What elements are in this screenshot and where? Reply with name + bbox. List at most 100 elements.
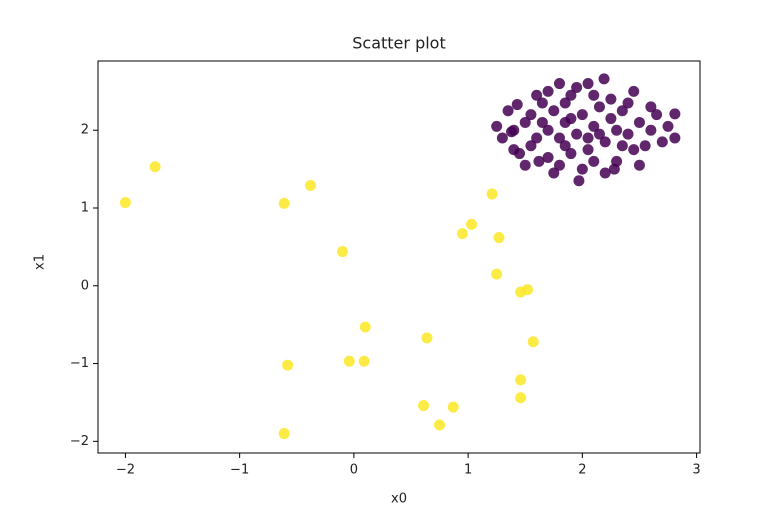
x-tick-label: 0: [350, 463, 358, 478]
point: [669, 132, 681, 144]
point: [593, 128, 605, 140]
point: [515, 392, 527, 404]
point: [149, 161, 161, 173]
x-tick-label: 3: [692, 463, 700, 478]
point: [576, 109, 588, 121]
point: [502, 105, 514, 117]
point: [418, 400, 430, 412]
point: [533, 155, 545, 167]
point: [542, 151, 554, 163]
y-tick-label: −2: [70, 434, 89, 449]
y-tick-label: 2: [81, 123, 89, 138]
point: [559, 140, 571, 152]
point: [605, 113, 617, 125]
point: [605, 93, 617, 105]
point: [669, 108, 681, 120]
point: [531, 132, 543, 144]
point: [593, 101, 605, 113]
point: [343, 355, 355, 367]
point: [553, 78, 565, 90]
point: [536, 116, 548, 128]
point: [588, 155, 600, 167]
point: [119, 197, 131, 209]
point: [508, 144, 520, 156]
chart-title: Scatter plot: [352, 34, 445, 53]
plot-frame: [97, 60, 701, 454]
point: [616, 140, 628, 152]
point: [599, 167, 611, 179]
point: [582, 132, 594, 144]
point: [542, 124, 554, 136]
point: [493, 232, 505, 244]
point: [525, 140, 537, 152]
point: [622, 97, 634, 109]
point: [282, 359, 294, 371]
point: [515, 374, 527, 386]
y-tick-label: −1: [70, 356, 89, 371]
point: [466, 218, 478, 230]
point: [447, 401, 459, 413]
point: [645, 124, 657, 136]
point: [304, 179, 316, 191]
point: [536, 97, 548, 109]
point: [548, 167, 560, 179]
point: [456, 228, 468, 240]
point: [651, 109, 663, 121]
point: [491, 120, 503, 132]
point: [599, 136, 611, 148]
point: [506, 126, 518, 138]
point: [588, 89, 600, 101]
point: [434, 419, 446, 431]
point: [559, 97, 571, 109]
point: [553, 132, 565, 144]
point: [639, 140, 651, 152]
point: [628, 144, 640, 156]
point: [522, 284, 534, 296]
point: [598, 73, 610, 85]
point: [662, 120, 674, 132]
point: [565, 148, 577, 160]
point: [491, 268, 503, 280]
point: [519, 159, 531, 171]
point: [576, 163, 588, 175]
point: [656, 136, 668, 148]
point: [645, 101, 657, 113]
x-tick-label: −1: [230, 463, 249, 478]
point: [616, 105, 628, 117]
point: [608, 163, 620, 175]
point: [553, 159, 565, 171]
point: [531, 89, 543, 101]
point: [573, 175, 585, 187]
point: [633, 116, 645, 128]
x-tick-label: 1: [464, 463, 472, 478]
point: [421, 332, 433, 344]
point: [358, 355, 370, 367]
point: [496, 132, 508, 144]
point: [633, 159, 645, 171]
point: [611, 124, 623, 136]
point: [527, 336, 539, 348]
point: [359, 321, 371, 333]
y-tick-label: 1: [81, 201, 89, 216]
y-axis-label: x1: [33, 254, 48, 270]
point: [588, 120, 600, 132]
point: [525, 109, 537, 121]
point: [565, 113, 577, 125]
point: [582, 78, 594, 90]
point: [542, 85, 554, 97]
point: [278, 197, 290, 209]
point: [336, 246, 348, 258]
point: [628, 85, 640, 97]
point: [571, 81, 583, 93]
x-axis-label: x0: [391, 492, 407, 507]
point: [622, 128, 634, 140]
point: [519, 116, 531, 128]
point: [582, 144, 594, 156]
point: [565, 89, 577, 101]
x-tick-label: 2: [578, 463, 586, 478]
point: [548, 105, 560, 117]
point: [278, 428, 290, 440]
y-tick-label: 0: [81, 278, 89, 293]
point: [511, 99, 523, 111]
